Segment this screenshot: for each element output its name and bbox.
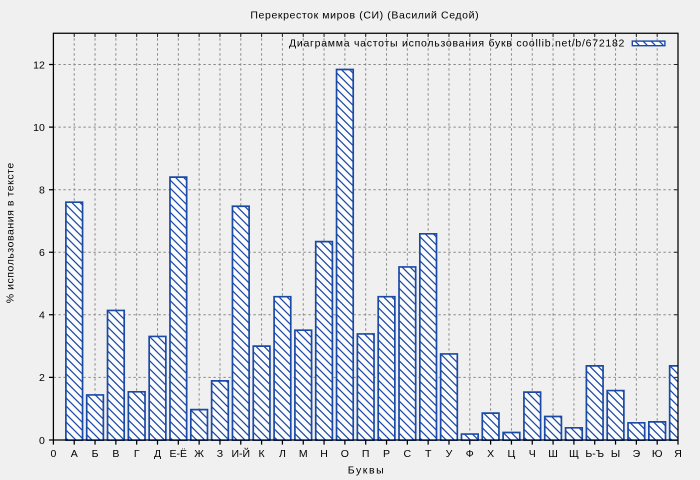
- svg-text:У: У: [446, 448, 453, 460]
- svg-text:Диаграмма частоты использовани: Диаграмма частоты использования букв coo…: [289, 38, 625, 50]
- svg-text:М: М: [299, 448, 308, 460]
- svg-text:К: К: [259, 448, 266, 460]
- svg-text:Э: Э: [633, 448, 641, 460]
- svg-text:Р: Р: [383, 448, 390, 460]
- svg-text:0: 0: [50, 448, 56, 460]
- svg-text:Ь-Ъ: Ь-Ъ: [585, 448, 604, 460]
- svg-text:П: П: [362, 448, 370, 460]
- svg-text:Ч: Ч: [529, 448, 536, 460]
- svg-text:Д: Д: [154, 448, 161, 460]
- svg-text:Л: Л: [279, 448, 286, 460]
- svg-text:Ы: Ы: [611, 448, 620, 460]
- svg-text:Х: Х: [487, 448, 494, 460]
- svg-text:Н: Н: [320, 448, 328, 460]
- svg-text:Е-Ё: Е-Ё: [170, 448, 188, 460]
- svg-text:И-Й: И-Й: [231, 447, 250, 460]
- svg-text:Перекресток миров (СИ) (Васили: Перекресток миров (СИ) (Василий Седой): [250, 10, 478, 22]
- svg-text:Буквы: Буквы: [348, 465, 384, 477]
- svg-text:Ф: Ф: [466, 448, 474, 460]
- svg-text:12: 12: [33, 59, 45, 71]
- svg-text:% использования в тексте: % использования в тексте: [4, 163, 16, 304]
- svg-text:Г: Г: [134, 448, 140, 460]
- svg-text:2: 2: [39, 372, 45, 384]
- svg-text:4: 4: [39, 310, 45, 322]
- svg-text:10: 10: [33, 122, 45, 134]
- svg-text:А: А: [71, 448, 78, 460]
- svg-text:Я: Я: [674, 448, 682, 460]
- svg-text:З: З: [217, 448, 223, 460]
- svg-text:С: С: [404, 448, 412, 460]
- svg-text:Ж: Ж: [194, 448, 204, 460]
- svg-text:Ш: Ш: [548, 448, 558, 460]
- svg-text:В: В: [112, 448, 119, 460]
- svg-text:8: 8: [39, 185, 45, 197]
- svg-text:Б: Б: [92, 448, 99, 460]
- svg-text:0: 0: [39, 435, 45, 447]
- svg-text:Щ: Щ: [569, 448, 579, 460]
- svg-text:Ю: Ю: [652, 448, 663, 460]
- svg-text:Т: Т: [425, 448, 432, 460]
- svg-text:Ц: Ц: [508, 448, 516, 460]
- svg-text:6: 6: [39, 247, 45, 259]
- svg-text:О: О: [341, 448, 349, 460]
